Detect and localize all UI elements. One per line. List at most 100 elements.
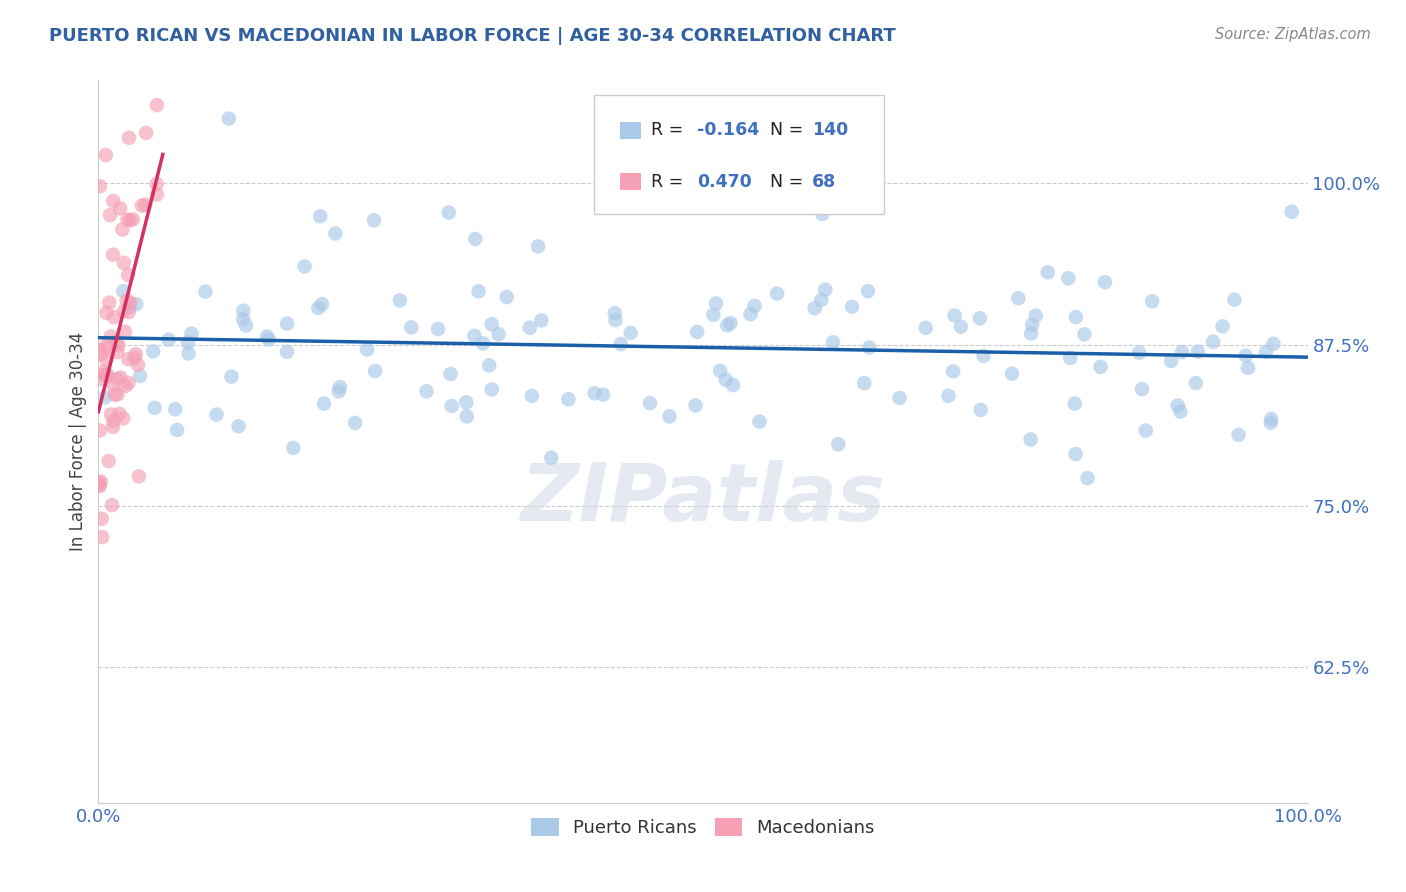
Point xyxy=(1001,367,1024,381)
Point xyxy=(481,317,503,331)
Point xyxy=(107,387,129,401)
Point xyxy=(120,295,142,310)
Point xyxy=(96,306,118,320)
Point xyxy=(112,411,135,425)
Point xyxy=(685,398,707,412)
Point xyxy=(814,283,837,297)
Point xyxy=(177,346,200,360)
Point xyxy=(973,349,995,363)
Point xyxy=(309,209,332,223)
Point xyxy=(276,317,298,331)
Point xyxy=(427,322,450,336)
Point xyxy=(827,437,849,451)
Point xyxy=(177,335,200,350)
Point xyxy=(1260,412,1282,426)
Point xyxy=(114,325,136,339)
Point xyxy=(100,408,122,422)
Point xyxy=(942,364,965,378)
Point xyxy=(527,239,550,253)
Point xyxy=(111,222,134,236)
Legend: Puerto Ricans, Macedonians: Puerto Ricans, Macedonians xyxy=(524,811,882,845)
Point xyxy=(1281,204,1303,219)
Point xyxy=(495,290,517,304)
Text: 0.470: 0.470 xyxy=(697,173,752,191)
Point xyxy=(117,352,139,367)
Point xyxy=(146,187,169,202)
Point xyxy=(439,367,461,381)
Point xyxy=(709,364,731,378)
Point xyxy=(1090,359,1112,374)
Point xyxy=(329,380,352,394)
Point xyxy=(283,441,305,455)
Point xyxy=(94,368,117,382)
Point xyxy=(143,401,166,415)
Point xyxy=(720,316,742,330)
Point xyxy=(115,293,138,308)
Text: -0.164: -0.164 xyxy=(697,121,759,139)
Point xyxy=(232,312,254,326)
Point xyxy=(166,423,188,437)
Bar xyxy=(620,173,641,190)
Point xyxy=(101,247,124,261)
Point xyxy=(325,227,347,241)
Point xyxy=(112,304,135,318)
Point xyxy=(744,299,766,313)
Point xyxy=(938,389,960,403)
Point xyxy=(118,305,141,319)
Point xyxy=(228,419,250,434)
Point xyxy=(1160,354,1182,368)
Point xyxy=(1073,327,1095,342)
Point xyxy=(440,399,463,413)
Point xyxy=(388,293,411,308)
Point xyxy=(89,343,111,358)
Point xyxy=(1185,376,1208,390)
Point xyxy=(94,352,117,367)
Point xyxy=(89,179,111,194)
Point xyxy=(1021,318,1043,332)
Bar xyxy=(620,121,641,138)
Point xyxy=(1254,345,1277,359)
Point xyxy=(1076,471,1098,485)
Point xyxy=(1237,360,1260,375)
Point xyxy=(311,297,333,311)
Point xyxy=(145,177,167,191)
Point xyxy=(1140,294,1163,309)
Point xyxy=(118,300,141,314)
Point xyxy=(638,396,661,410)
Point xyxy=(93,368,115,382)
Point xyxy=(114,379,136,393)
Point xyxy=(478,359,501,373)
Point xyxy=(702,308,724,322)
Point xyxy=(1064,310,1087,324)
Point xyxy=(810,293,832,307)
Point xyxy=(89,424,111,438)
FancyBboxPatch shape xyxy=(595,95,884,214)
Point xyxy=(519,320,541,334)
Text: ZIPatlas: ZIPatlas xyxy=(520,460,886,539)
Text: N =: N = xyxy=(769,173,808,191)
Point xyxy=(1019,433,1042,447)
Point xyxy=(721,378,744,392)
Point xyxy=(221,369,243,384)
Point xyxy=(1260,416,1282,430)
Point xyxy=(415,384,437,399)
Point xyxy=(107,338,129,352)
Text: R =: R = xyxy=(651,173,689,191)
Point xyxy=(94,339,117,353)
Point xyxy=(592,387,614,401)
Point xyxy=(1064,447,1087,461)
Point xyxy=(456,409,478,424)
Point xyxy=(1007,291,1029,305)
Point xyxy=(463,329,485,343)
Point xyxy=(328,384,350,399)
Point xyxy=(1167,399,1189,413)
Point xyxy=(583,386,606,401)
Point xyxy=(605,313,627,327)
Point xyxy=(124,351,146,365)
Point xyxy=(98,295,121,310)
Point xyxy=(540,450,562,465)
Point xyxy=(704,296,727,310)
Point xyxy=(488,327,510,342)
Point xyxy=(716,318,738,333)
Point xyxy=(101,498,124,512)
